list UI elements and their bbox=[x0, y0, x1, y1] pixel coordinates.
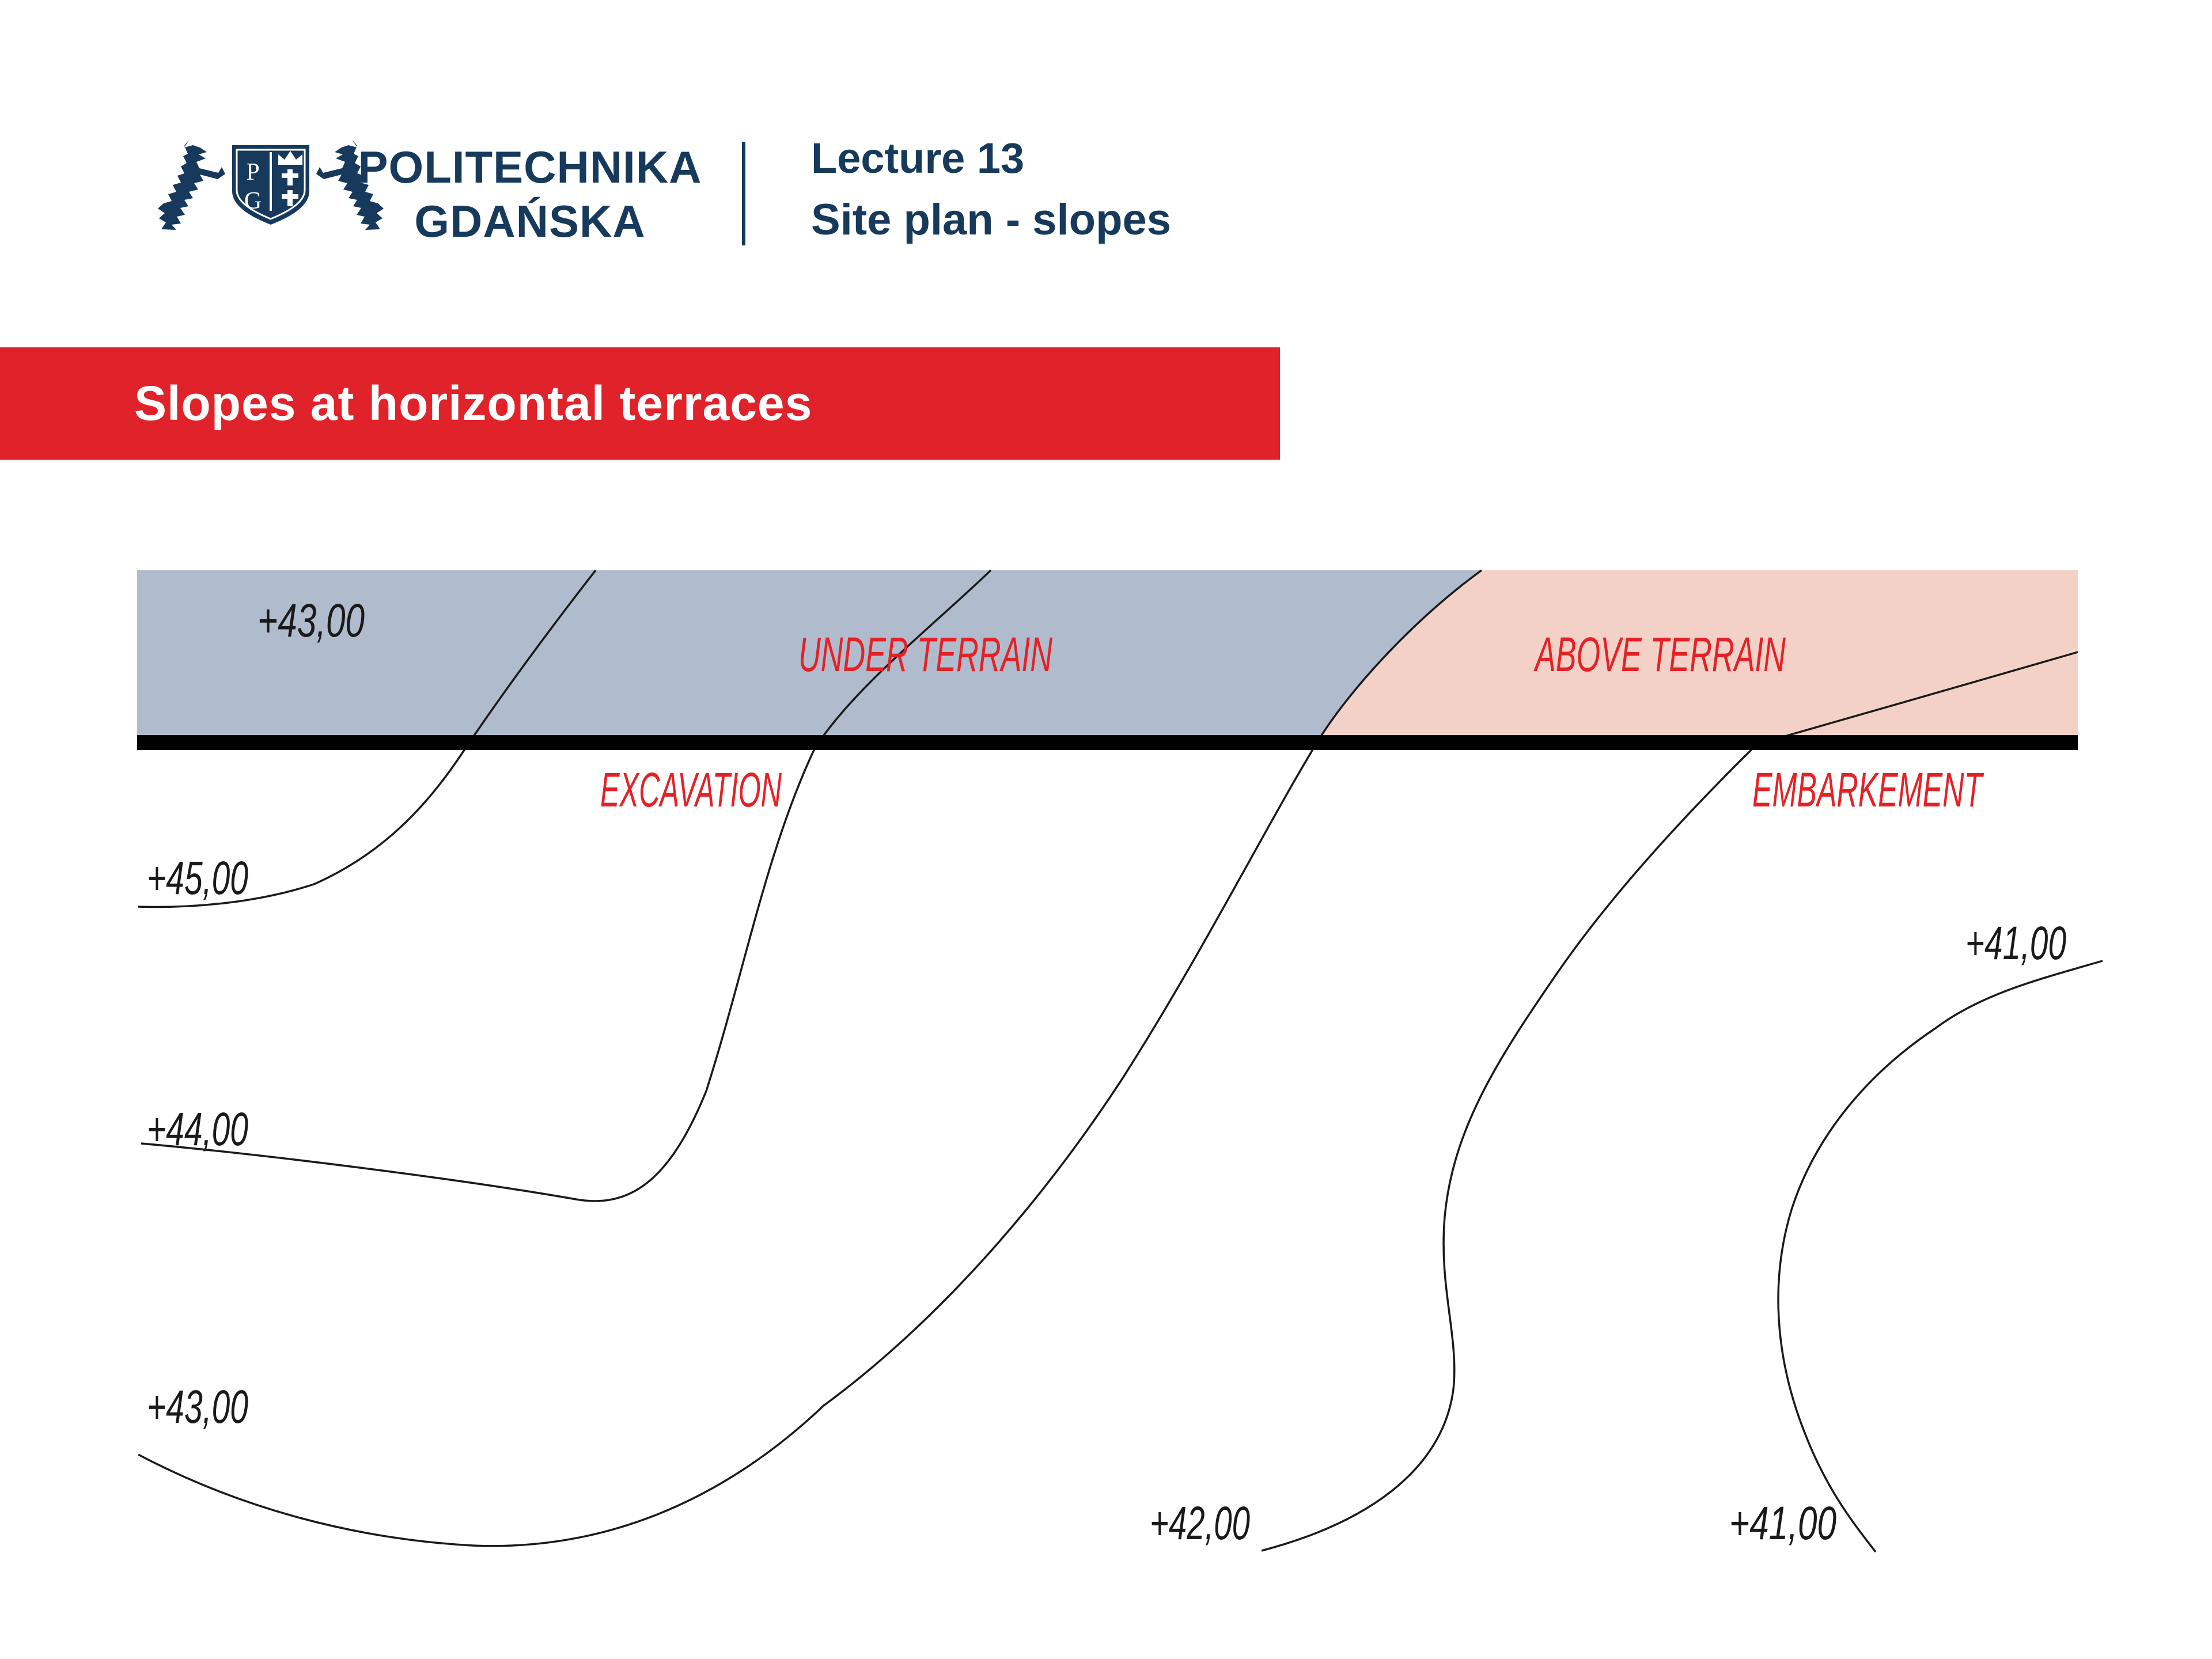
crown-icon bbox=[278, 151, 302, 165]
contour-label-45: +45,00 bbox=[147, 852, 248, 904]
embankment-label: EMBARKEMENT bbox=[1752, 763, 1984, 817]
lecture-number: Lecture 13 bbox=[811, 134, 1025, 182]
contour-label-44: +44,00 bbox=[147, 1103, 248, 1156]
above-terrain-label: ABOVE TERRAIN bbox=[1533, 627, 1786, 681]
cross-icon bbox=[282, 190, 298, 206]
lecture-topic: Site plan - slopes bbox=[811, 195, 1172, 244]
excavation-label: EXCAVATION bbox=[600, 763, 782, 817]
contour-label-41-right: +41,00 bbox=[1965, 917, 2066, 969]
terrace-platform-line bbox=[137, 735, 2078, 750]
cross-icon bbox=[282, 169, 298, 185]
lion-right-icon bbox=[316, 139, 384, 230]
contour-label-42-bottom: +42,00 bbox=[1150, 1497, 1250, 1550]
header-divider bbox=[742, 142, 745, 245]
under-terrain-zone bbox=[137, 570, 1482, 739]
contour-line-42 bbox=[1261, 651, 2078, 1552]
shield-letter-p: P bbox=[246, 159, 259, 185]
contour-label-41-bottom: +41,00 bbox=[1729, 1497, 1836, 1550]
university-logo: P G bbox=[158, 139, 384, 230]
shield-letter-g: G bbox=[244, 188, 262, 214]
contour-label-43: +43,00 bbox=[147, 1381, 248, 1433]
above-terrain-zone bbox=[1319, 570, 2078, 739]
contour-line-44 bbox=[141, 569, 992, 1202]
shield-icon: P G bbox=[232, 145, 309, 225]
terrace-level-label: +43,00 bbox=[257, 594, 365, 647]
contour-line-41 bbox=[1777, 960, 2103, 1553]
lion-left-icon bbox=[158, 139, 225, 230]
contour-line-45 bbox=[138, 569, 597, 908]
university-name-line1: POLITECHNIKA bbox=[358, 142, 702, 192]
lecture-header: Lecture 13 Site plan - slopes bbox=[811, 137, 1171, 242]
university-name: POLITECHNIKA GDAŃSKA bbox=[357, 141, 703, 248]
slide-title: Slopes at horizontal terraces bbox=[134, 376, 813, 430]
title-banner: Slopes at horizontal terraces bbox=[0, 347, 1280, 460]
under-terrain-label: UNDER TERRAIN bbox=[798, 627, 1052, 681]
university-name-line2: GDAŃSKA bbox=[414, 195, 646, 247]
